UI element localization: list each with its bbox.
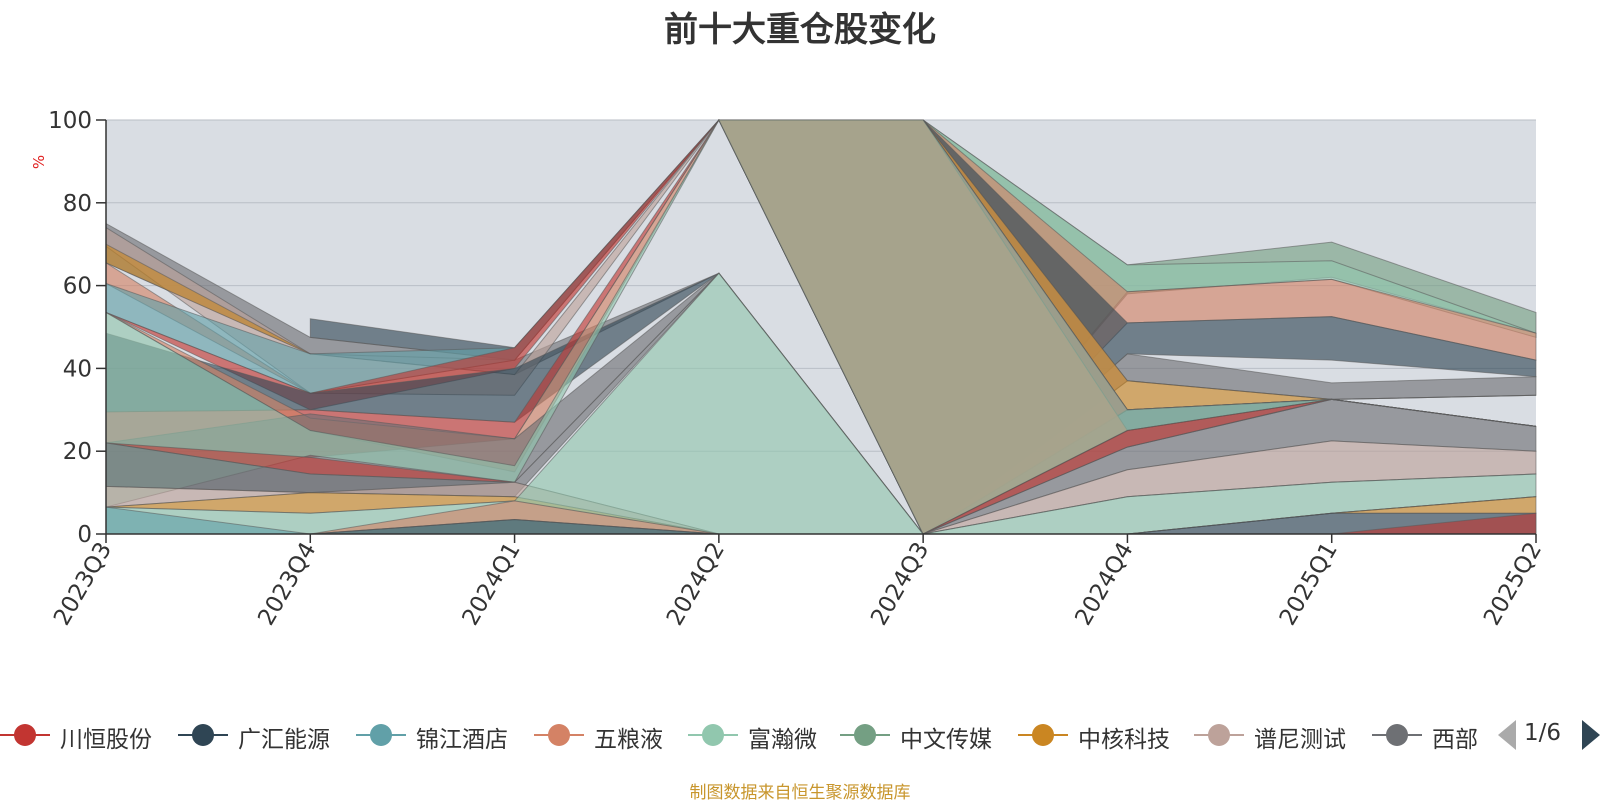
legend-marker: [548, 724, 570, 746]
y-tick-label: 100: [48, 108, 92, 134]
legend-pager: 1/6: [1498, 718, 1600, 754]
legend-label: 谱尼测试: [1254, 727, 1346, 753]
legend-label: 西部: [1432, 727, 1478, 753]
y-tick-label: 60: [63, 274, 92, 300]
x-tick-label: 2024Q2: [662, 538, 730, 630]
y-axis-label: %: [30, 155, 48, 169]
legend-marker: [1208, 724, 1230, 746]
x-tick-label: 2023Q4: [253, 538, 321, 630]
y-tick-label: 20: [63, 439, 92, 465]
legend-marker: [192, 724, 214, 746]
x-tick-label: 2025Q2: [1479, 538, 1547, 630]
x-tick-label: 2025Q1: [1275, 538, 1343, 630]
y-tick-label: 40: [63, 356, 92, 382]
legend-label: 富瀚微: [748, 727, 817, 753]
pager-text: 1/6: [1524, 720, 1562, 746]
y-tick-label: 0: [77, 522, 92, 548]
legend-label: 锦江酒店: [416, 727, 508, 753]
x-tick-label: 2024Q4: [1070, 538, 1138, 630]
y-tick-label: 80: [63, 191, 92, 217]
x-tick-label: 2024Q3: [866, 538, 934, 630]
legend-marker: [702, 724, 724, 746]
x-tick-label: 2024Q1: [458, 538, 526, 630]
legend-marker: [370, 724, 392, 746]
area-chart: 0 20 40 60 80 100% 2023Q3 2023Q4 2024Q1 2024Q2 202…: [30, 108, 1547, 630]
pager-next-icon[interactable]: [1582, 720, 1600, 750]
x-tick-label: 2023Q3: [49, 538, 117, 630]
pager-prev-icon[interactable]: [1498, 720, 1516, 750]
legend-label: 中核科技: [1078, 727, 1170, 753]
legend: 川恒股份 广汇能源 锦江酒店 五粮液 富瀚微 中文传媒 中核科技 谱尼测试 西部: [0, 717, 1480, 753]
chart-title: 前十大重仓股变化: [664, 10, 936, 50]
legend-marker: [1386, 724, 1408, 746]
legend-marker: [1032, 724, 1054, 746]
legend-label: 广汇能源: [238, 727, 330, 753]
legend-label: 五粮液: [594, 727, 663, 753]
data-source-note: 制图数据来自恒生聚源数据库: [689, 783, 911, 803]
legend-label: 川恒股份: [60, 727, 152, 753]
legend-marker: [854, 724, 876, 746]
legend-label: 中文传媒: [900, 727, 992, 753]
legend-marker: [14, 724, 36, 746]
